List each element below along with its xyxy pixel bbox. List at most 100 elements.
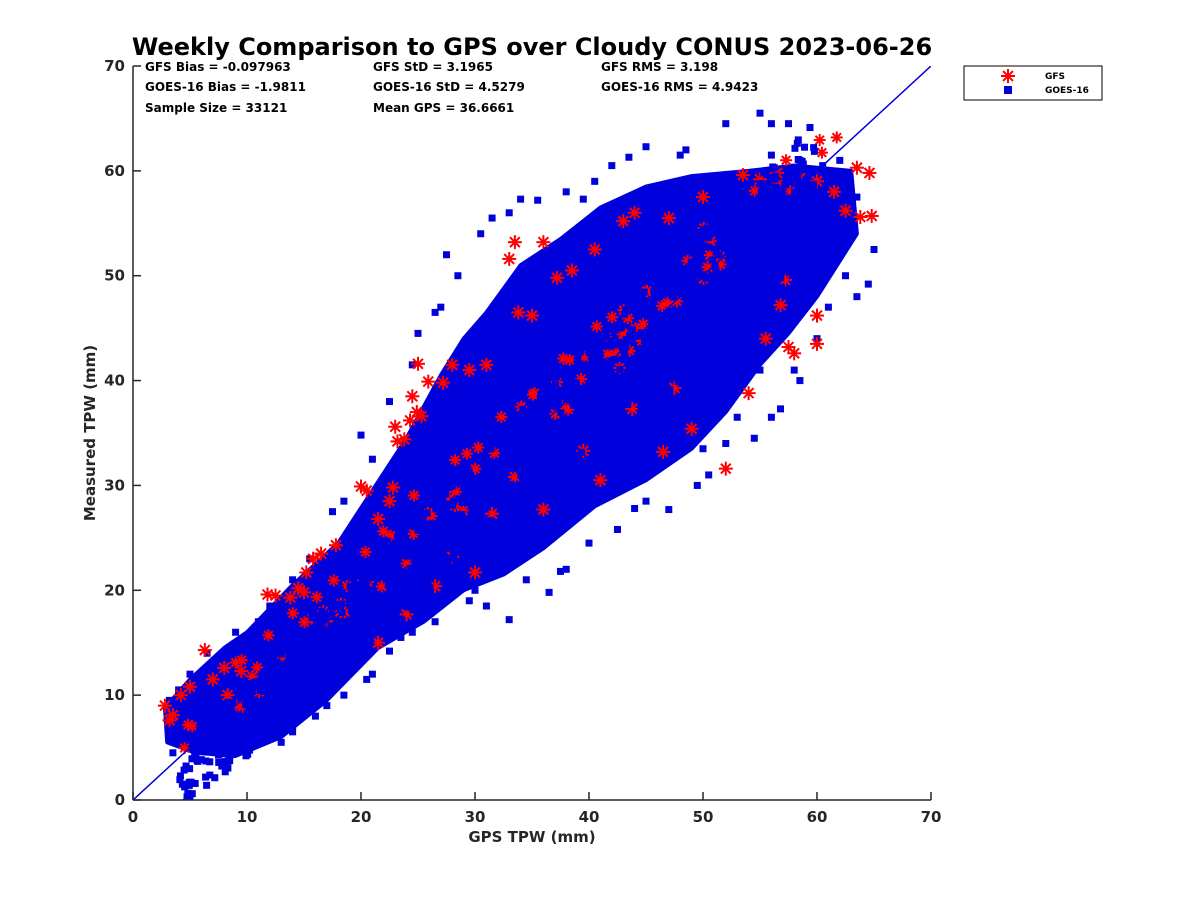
goes16-point xyxy=(270,664,278,672)
goes16-point xyxy=(296,665,304,673)
goes16-point xyxy=(765,268,773,276)
goes16-point xyxy=(557,409,565,417)
goes16-point xyxy=(653,393,661,401)
goes16-point xyxy=(726,288,734,296)
goes16-point xyxy=(547,399,555,407)
gfs-point xyxy=(525,308,539,323)
goes16-point xyxy=(754,224,762,232)
asterisk-stroke xyxy=(330,539,342,551)
goes16-point xyxy=(465,498,473,506)
asterisk-stroke xyxy=(551,272,563,284)
x-tick-label: 0 xyxy=(128,808,138,826)
goes16-point xyxy=(676,333,684,341)
goes16-point xyxy=(431,618,439,626)
asterisk-stroke xyxy=(828,186,840,198)
goes16-point xyxy=(572,379,580,387)
goes16-point xyxy=(240,678,248,686)
goes16-point xyxy=(628,394,636,402)
goes16-point xyxy=(766,293,774,301)
asterisk-stroke xyxy=(489,448,500,459)
asterisk-stroke xyxy=(398,433,410,445)
goes16-point xyxy=(537,416,545,424)
goes16-point xyxy=(577,348,585,356)
goes16-point xyxy=(611,423,619,431)
goes16-point xyxy=(460,471,468,479)
goes16-point xyxy=(707,289,715,297)
goes16-point xyxy=(453,561,461,569)
goes16-point xyxy=(671,282,679,290)
goes16-point xyxy=(338,609,346,617)
goes16-point xyxy=(552,402,560,410)
gfs-point xyxy=(637,318,650,331)
goes16-point xyxy=(810,144,818,152)
goes16-point xyxy=(277,661,285,669)
asterisk-stroke xyxy=(406,390,418,402)
goes16-point xyxy=(328,604,336,612)
goes16-point xyxy=(566,456,574,464)
goes16-point xyxy=(348,638,356,646)
goes16-point xyxy=(188,790,196,798)
x-tick-label: 30 xyxy=(465,808,486,826)
goes16-point xyxy=(347,605,355,613)
goes16-point xyxy=(301,681,309,689)
goes16-point xyxy=(740,204,748,212)
gfs-point xyxy=(283,590,298,605)
goes16-point xyxy=(522,424,530,432)
goes16-point xyxy=(262,681,270,689)
goes16-point xyxy=(426,557,434,565)
legend-square xyxy=(1004,86,1012,94)
goes16-point xyxy=(787,168,795,176)
goes16-point xyxy=(622,337,630,345)
goes16-point xyxy=(600,433,608,441)
goes16-point xyxy=(414,526,422,534)
asterisk-stroke xyxy=(663,212,675,224)
goes16-point xyxy=(305,641,313,649)
goes16-point xyxy=(419,514,427,522)
goes16-point xyxy=(499,450,507,458)
goes16-point xyxy=(698,232,706,240)
goes16-point xyxy=(516,480,524,488)
goes16-point xyxy=(203,731,211,739)
goes16-point xyxy=(523,485,531,493)
goes16-point xyxy=(309,659,317,667)
goes16-point xyxy=(628,326,636,334)
goes16-point xyxy=(578,448,586,456)
goes16-point xyxy=(617,390,625,398)
asterisk-stroke xyxy=(854,211,866,223)
asterisk-stroke xyxy=(207,673,219,686)
goes16-point xyxy=(192,747,200,755)
one-to-one-line xyxy=(133,66,931,800)
goes16-point xyxy=(504,502,512,510)
goes16-point xyxy=(353,606,361,614)
goes16-point xyxy=(534,399,542,407)
goes16-point xyxy=(682,328,690,336)
asterisk-stroke xyxy=(199,644,211,656)
goes16-point xyxy=(267,695,275,703)
goes16-point xyxy=(762,182,770,190)
goes16-point xyxy=(313,649,321,657)
gfs-point xyxy=(460,447,473,460)
gfs-point xyxy=(495,410,508,423)
goes16-point xyxy=(670,293,678,301)
goes16-point xyxy=(290,676,298,684)
asterisk-stroke xyxy=(269,589,282,602)
goes16-point xyxy=(604,382,612,390)
goes16-point xyxy=(594,402,602,410)
asterisk-stroke xyxy=(315,547,327,560)
goes16-point xyxy=(629,377,637,385)
gfs-point xyxy=(298,616,311,629)
goes16-point xyxy=(737,322,745,330)
goes16-point xyxy=(718,275,726,283)
goes16-point xyxy=(673,341,681,349)
goes16-point xyxy=(344,626,352,634)
goes16-point xyxy=(424,528,432,536)
goes16-point xyxy=(642,143,650,151)
goes16-point xyxy=(505,616,513,624)
asterisk-stroke xyxy=(461,448,472,459)
goes16-point xyxy=(458,510,466,518)
goes16-point xyxy=(557,567,564,575)
goes16-point xyxy=(621,310,629,318)
goes16-point xyxy=(199,725,207,733)
goes16-point xyxy=(454,529,462,537)
goes16-point xyxy=(707,295,715,303)
